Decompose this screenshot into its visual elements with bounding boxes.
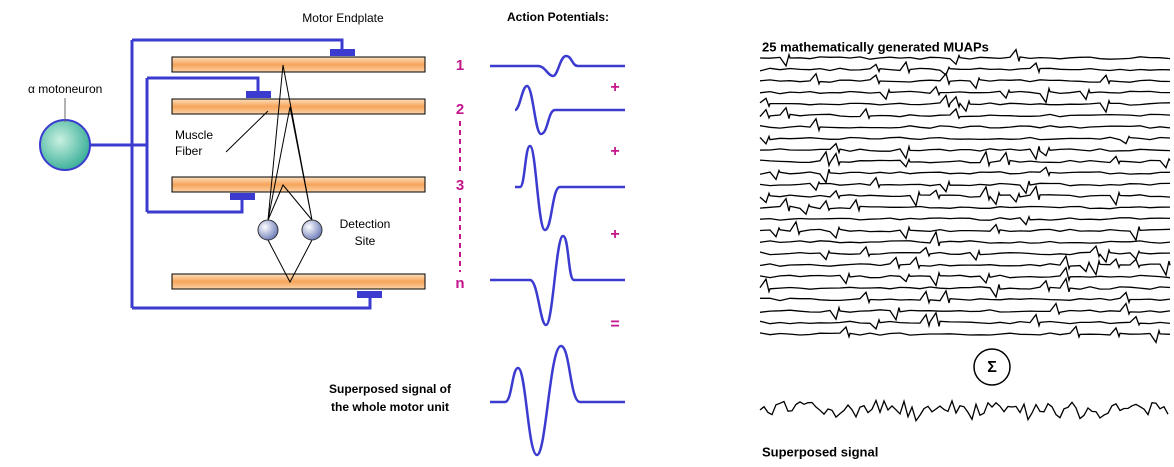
waveform xyxy=(490,236,625,325)
waveform xyxy=(515,86,625,134)
label: Motor Endplate xyxy=(302,11,384,25)
muap-trace xyxy=(760,291,1170,303)
title: Action Potentials: xyxy=(507,10,609,24)
electrode xyxy=(258,220,278,240)
fiber-number: 1 xyxy=(456,57,464,74)
operator: = xyxy=(610,316,619,333)
diagram: Motor Endplate α motoneuron Muscle Fiber… xyxy=(0,0,1174,462)
muap-trace xyxy=(760,268,1170,286)
detection-lines xyxy=(268,65,312,282)
waveform xyxy=(490,56,625,76)
endplates xyxy=(230,49,382,298)
label: Superposed signal xyxy=(762,444,878,459)
sum-symbol: Σ xyxy=(987,359,997,376)
muap-traces xyxy=(760,50,1170,343)
muap-trace xyxy=(760,279,1170,298)
muap-trace xyxy=(760,178,1170,194)
muap-trace xyxy=(760,304,1170,320)
muap-trace xyxy=(760,256,1170,275)
muap-trace xyxy=(760,217,1170,225)
fibers xyxy=(172,57,425,289)
muap-trace xyxy=(760,222,1170,240)
muap-trace xyxy=(760,95,1170,112)
muap-trace xyxy=(760,74,1170,89)
operator: + xyxy=(610,143,619,160)
title: 25 mathematically generated MUAPs xyxy=(762,39,989,54)
muap-trace xyxy=(760,62,1170,75)
waveform xyxy=(515,146,625,230)
motoneuron xyxy=(40,120,90,170)
fiber-number: 3 xyxy=(456,177,464,194)
label: α motoneuron xyxy=(28,82,102,96)
label: Fiber xyxy=(175,144,202,158)
fiber-number: 2 xyxy=(456,101,464,118)
muap-trace xyxy=(760,199,1170,215)
fiber-number: n xyxy=(455,275,464,292)
label: Site xyxy=(355,234,376,248)
muap-trace xyxy=(760,144,1170,160)
electrode xyxy=(302,220,322,240)
muap-trace xyxy=(760,313,1170,329)
label: Detection xyxy=(340,217,391,231)
pointer xyxy=(226,111,268,152)
muap-trace xyxy=(760,152,1170,168)
muap-trace xyxy=(760,186,1170,205)
superposed-trace xyxy=(760,401,1168,421)
nerve xyxy=(90,40,370,308)
muap-trace xyxy=(760,87,1170,103)
label: the whole motor unit xyxy=(331,400,449,414)
muap-trace xyxy=(760,246,1170,262)
muap-trace xyxy=(760,232,1170,246)
label: Superposed signal of xyxy=(329,382,452,396)
muap-trace xyxy=(760,326,1170,342)
waveform xyxy=(490,346,625,455)
muap-trace xyxy=(760,119,1170,131)
operator: + xyxy=(610,226,619,243)
muap-trace xyxy=(760,167,1170,182)
muap-trace xyxy=(760,136,1170,143)
operator: + xyxy=(610,79,619,96)
label: Muscle xyxy=(175,128,213,142)
